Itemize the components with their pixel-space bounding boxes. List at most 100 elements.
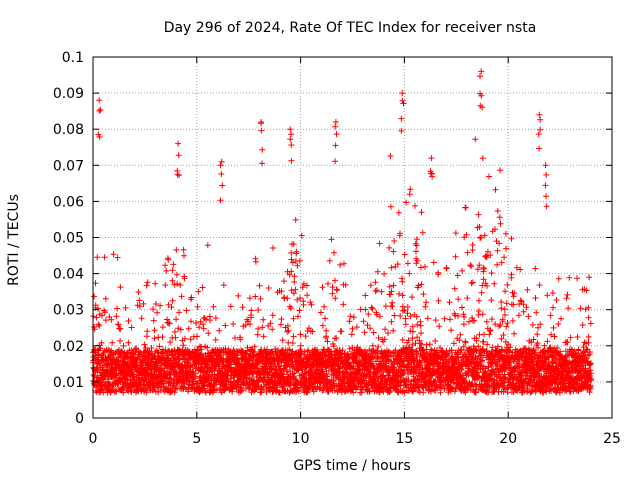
data-point [524,385,531,392]
data-point [469,380,476,387]
data-point [517,266,524,273]
data-points [90,68,595,396]
data-point [328,236,335,243]
data-point [534,331,541,338]
data-point [288,305,294,312]
data-point [555,321,562,327]
data-point [362,306,369,313]
data-point [385,372,392,379]
data-point [338,389,345,396]
data-point [136,354,143,361]
data-point [101,309,108,316]
data-point [94,254,101,261]
data-point [346,318,353,325]
data-point [325,280,331,287]
data-point [515,312,522,319]
data-point [414,334,421,341]
data-point [555,275,562,282]
data-point [290,315,297,322]
data-point [507,344,514,351]
data-point [338,328,345,335]
chart-title: Day 296 of 2024, Rate Of TEC Index for r… [164,20,537,36]
data-point [511,330,518,337]
data-point [407,313,414,320]
data-point [510,293,517,300]
data-point [520,308,527,315]
data-point [435,362,442,369]
data-point [544,292,551,299]
data-point [98,339,105,346]
data-point [251,343,258,350]
data-point [181,275,188,282]
data-point [399,278,406,285]
data-point [387,291,394,298]
data-point [255,307,262,313]
data-point [165,256,172,263]
data-point [180,342,187,349]
data-point [346,345,353,352]
data-point [521,388,528,395]
data-point [279,337,286,344]
data-point [362,292,369,299]
data-point [484,341,491,348]
data-point [548,331,555,338]
data-point [476,262,483,269]
data-point [510,301,517,308]
data-point [297,342,304,349]
data-point [109,339,116,346]
data-point [297,331,304,338]
data-point [475,308,482,314]
data-point [563,295,570,302]
data-point [397,230,403,237]
data-point [486,331,493,338]
data-point [172,334,179,341]
data-point [389,303,396,310]
data-point [113,370,120,377]
data-point [177,326,184,333]
data-point [167,339,174,346]
data-point [369,353,376,360]
data-point [409,335,416,342]
data-point [201,385,208,392]
data-point [198,346,205,353]
data-point [96,322,103,329]
data-point [212,315,219,322]
data-point [199,284,206,291]
data-point [176,356,183,363]
data-point [220,282,227,289]
data-point [443,265,450,272]
data-point [478,234,484,241]
data-point [418,209,425,216]
data-point [90,372,97,378]
data-point [196,324,203,331]
data-point [317,309,324,316]
data-point [369,342,376,349]
data-point [401,251,408,258]
data-point [204,242,211,249]
data-point [227,303,234,310]
data-point [322,315,329,322]
data-point [426,341,433,348]
data-point [154,309,161,316]
data-point [523,304,530,311]
data-point [436,323,443,330]
data-point [304,292,311,299]
data-point [395,209,402,216]
data-point [488,316,495,323]
data-point [93,314,100,321]
data-point [376,313,383,320]
data-point [492,226,498,233]
data-point [399,292,406,299]
data-point [237,336,244,343]
data-point [496,240,503,247]
data-point [324,338,331,345]
data-point [194,333,200,340]
data-point [117,337,124,344]
data-point [195,288,202,295]
data-point [113,313,120,320]
data-point [566,274,573,281]
data-point [242,322,249,328]
data-point [417,264,424,271]
data-point [163,267,170,274]
data-point [138,315,145,322]
